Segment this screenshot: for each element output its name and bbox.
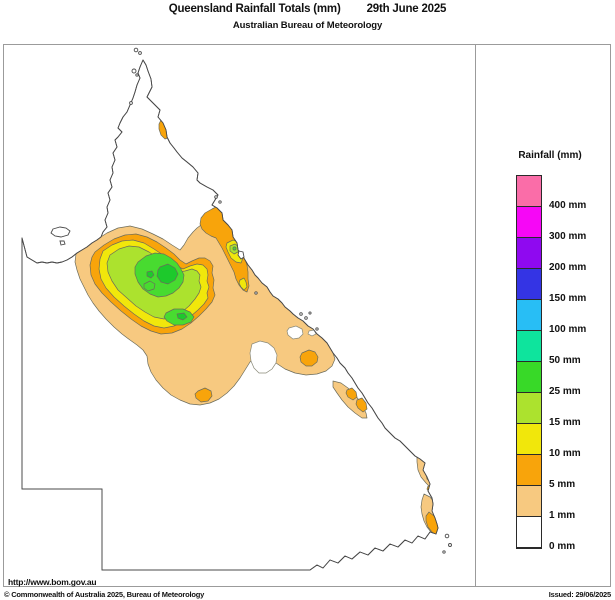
torres-islet-a [133, 47, 139, 53]
capricorn-islet [315, 327, 319, 331]
cape-islet-a [131, 68, 137, 74]
legend-swatch-0-mm [517, 517, 541, 548]
dry-hole-townsville-small [307, 329, 317, 337]
legend-swatch-50-mm [517, 331, 541, 362]
legend-label-25-mm: 25 mm [549, 386, 581, 397]
legend-scale: 400 mm 300 mm 200 mm 150 mm 100 mm 50 mm 25 mm… [516, 175, 586, 552]
legend-label-1-mm: 1 mm [549, 510, 576, 521]
coastline-outline [21, 59, 439, 571]
bom-url: http://www.bom.gov.au [8, 577, 97, 587]
whitsunday-islet-c [308, 311, 312, 315]
map-date: 29th June 2025 [366, 3, 447, 15]
whitsunday-islet-b [304, 316, 308, 320]
legend-title: Rainfall (mm) [518, 150, 582, 161]
map-frame [3, 44, 611, 587]
legend-swatch-15-mm [517, 393, 541, 424]
legend-swatch-5-mm [517, 455, 541, 486]
whitsunday-islet-a [299, 312, 303, 316]
rain-contour-5mm-mackay [299, 349, 319, 367]
map-title: Queensland Rainfall Totals (mm) [168, 3, 341, 15]
palm-islet [254, 291, 258, 295]
rain-contour-5mm-coast-south-b [355, 397, 368, 413]
legend-swatch-400-mm [517, 176, 541, 207]
coastal-islet-a [214, 195, 218, 199]
wellesley-islet [59, 240, 66, 246]
moreton-islet-c [442, 550, 446, 554]
legend-swatch-10-mm [517, 424, 541, 455]
issued-date: Issued: 29/06/2025 [548, 590, 611, 599]
legend-swatch-25-mm [517, 362, 541, 393]
legend-label-200-mm: 200 mm [549, 262, 587, 273]
rain-contour-50mm-a [156, 263, 179, 285]
legend-label-100-mm: 100 mm [549, 324, 587, 335]
page-title: Queensland Rainfall Totals (mm) 29th Jun… [0, 3, 615, 15]
mornington-island [50, 226, 71, 238]
legend-label-300-mm: 300 mm [549, 231, 587, 242]
legend-label-50-mm: 50 mm [549, 355, 581, 366]
torres-islet-b [138, 51, 142, 55]
moreton-islet-b [448, 543, 452, 547]
rain-contour-10mm-herbert [238, 277, 248, 291]
rain-contour-5mm-coast-south-a [345, 387, 358, 401]
legend-swatch-150-mm [517, 269, 541, 300]
coastal-islet-b [218, 200, 222, 204]
rain-contour-5mm-inland-spot [194, 387, 213, 403]
rain-contour-50mm-b [146, 270, 155, 279]
legend-label-0-mm: 0 mm [549, 541, 576, 552]
legend-swatch-300-mm [517, 207, 541, 238]
legend-label-10-mm: 10 mm [549, 448, 581, 459]
dry-hole-inland-wedge [249, 340, 278, 374]
legend-swatch-200-mm [517, 238, 541, 269]
legend-label-400-mm: 400 mm [549, 200, 587, 211]
legend-label-5-mm: 5 mm [549, 479, 576, 490]
hinchinbrook-island [237, 250, 245, 260]
west-coast-islet-a [129, 101, 133, 105]
map-subtitle: Australian Bureau of Meteorology [232, 20, 383, 31]
rain-contour-50mm-c [176, 312, 188, 321]
rain-contour-25mm-cairns-dot [232, 246, 237, 251]
moreton-islet-a [444, 533, 450, 539]
cape-islet-b [135, 73, 139, 77]
rain-contour-25mm-west-spot [143, 280, 156, 292]
legend-label-15-mm: 15 mm [549, 417, 581, 428]
legend-label-150-mm: 150 mm [549, 293, 587, 304]
legend-divider [475, 44, 476, 587]
legend-swatch-1-mm [517, 486, 541, 517]
islands [50, 47, 452, 554]
dry-hole-townsville [286, 325, 304, 340]
copyright-notice: © Commonwealth of Australia 2025, Bureau… [4, 590, 205, 599]
legend-swatch-100-mm [517, 300, 541, 331]
